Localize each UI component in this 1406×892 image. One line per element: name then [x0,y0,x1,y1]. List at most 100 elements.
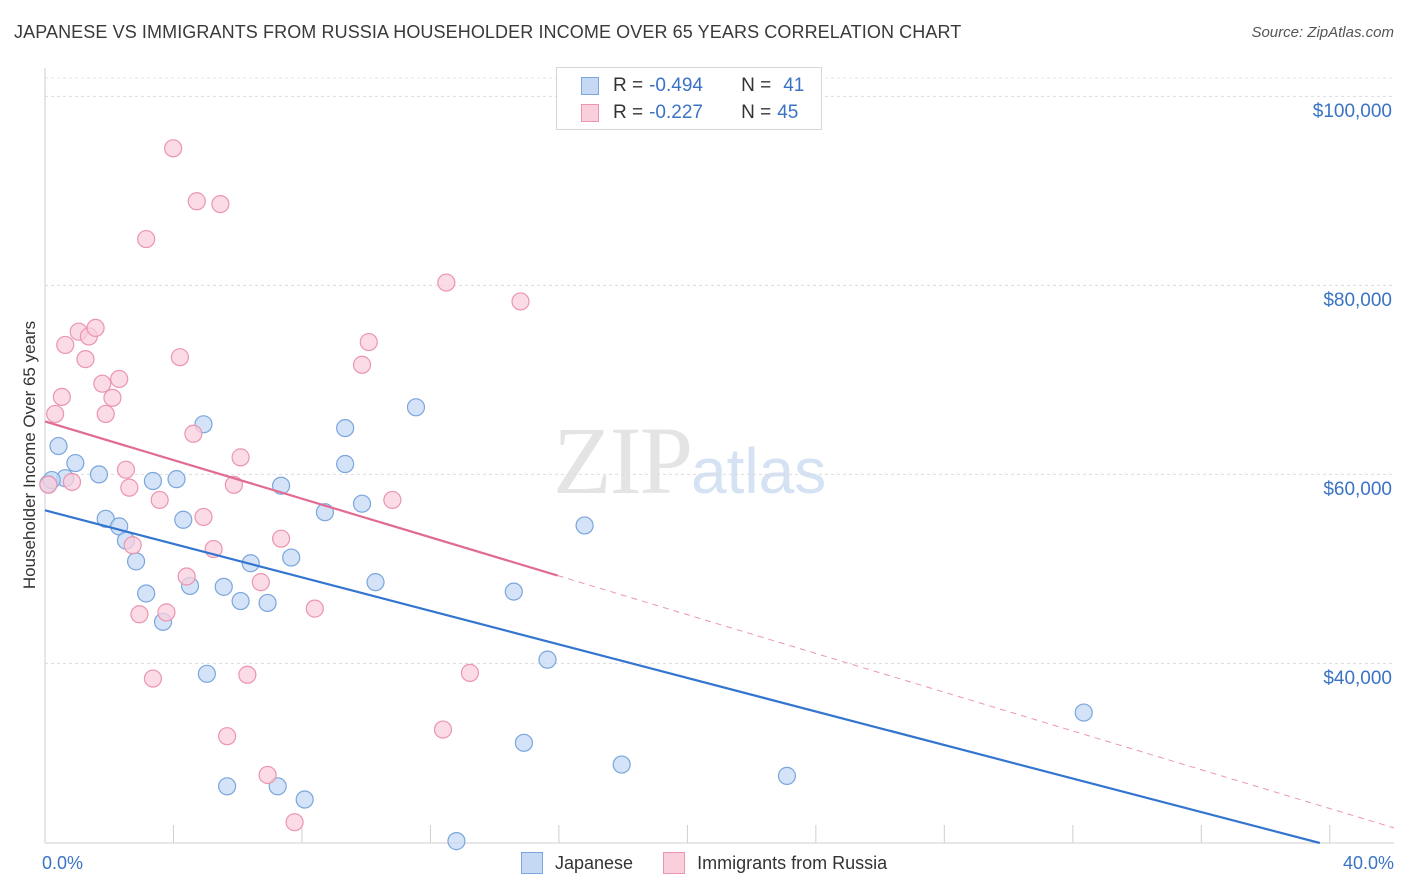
japanese-point [143,471,163,491]
japanese-point [268,777,287,796]
japanese-point [49,436,68,456]
r-label: R = [613,102,644,123]
japanese-point [174,510,193,529]
japanese-point [447,832,466,851]
russia-point [123,536,142,555]
watermark: ZIPatlas [553,405,826,516]
legend-label-japanese: Japanese [555,852,634,873]
russia-point [120,478,139,497]
russia-point [164,139,183,158]
bottom-legend: Japanese Immigrants from Russia [521,852,917,874]
japanese-point [514,733,533,752]
japanese-point [258,593,277,613]
russia-point [46,404,65,424]
y-tick-label: $80,000 [1323,290,1392,312]
japanese-trendline [44,509,1321,845]
japanese-point [218,777,237,796]
japanese-point [89,465,109,484]
y-axis-label: Householder Income Over 65 years [20,320,39,590]
japanese-point [406,398,426,417]
japanese-point [295,790,314,809]
n-label: N = [741,102,772,123]
x-tick-label-max: 40.0% [1342,853,1394,873]
russia-point [39,475,58,494]
watermark-atlas: atlas [691,435,827,507]
russia-point [285,813,304,832]
russia-point [143,669,163,688]
japanese-swatch [581,77,599,95]
russia-point [511,292,530,311]
legend-swatch-japanese [521,852,543,874]
japanese-point [352,494,372,513]
russia-point [251,573,270,592]
russia-point [56,335,75,355]
japanese-point [336,418,355,438]
russia-point [52,387,71,407]
stats-row-japanese: R = -0.494 N = 41 [581,73,804,99]
n-value: 41 [783,75,805,96]
russia-point [359,332,378,352]
japanese-point [336,454,355,474]
russia-point [194,507,213,527]
russia-point [433,720,453,739]
n-value: 45 [777,102,799,123]
japanese-point [777,766,797,785]
russia-point [130,605,149,624]
russia-point [437,273,456,292]
russia-point [137,229,156,249]
japanese-point [271,476,291,495]
russia-point [116,460,136,479]
stats-row-russia: R = -0.227 N = 45 [581,100,798,126]
r-label: R = [613,75,644,96]
japanese-point [126,552,146,571]
russia-point [211,194,230,214]
legend-label-russia: Immigrants from Russia [697,852,888,873]
russia-point [238,665,257,684]
stats-legend: R = -0.494 N = 41 R = -0.227 N = 45 [556,67,822,130]
japanese-point [282,548,301,567]
russia-point [96,404,115,424]
russia-point [187,192,206,211]
x-tick-label-min: 0.0% [42,853,84,873]
russia-point [305,599,324,618]
japanese-point [66,453,85,473]
russia-point [150,490,169,510]
russia-point [184,424,203,443]
japanese-point [167,470,186,489]
russia-point [383,490,402,510]
y-tick-label: $100,000 [1312,101,1392,123]
japanese-point [575,516,594,535]
y-tick-label: $40,000 [1323,668,1392,690]
russia-point [110,369,129,389]
japanese-point [231,591,250,611]
russia-point [218,727,237,746]
watermark-zip: ZIP [553,407,693,514]
russia-point [177,567,196,586]
legend-item-japanese: Japanese [521,852,633,874]
chart-title: JAPANESE VS IMMIGRANTS FROM RUSSIA HOUSE… [14,22,962,42]
r-value: -0.494 [649,75,703,96]
source-label: Source: ZipAtlas.com [1251,24,1394,41]
russia-swatch [581,104,599,122]
russia-trendline-extension [557,575,1395,829]
japanese-point [612,755,631,774]
y-tick-label: $60,000 [1323,479,1392,501]
japanese-point [1074,703,1093,722]
russia-point [460,663,480,682]
russia-point [258,765,277,785]
japanese-point [197,664,216,683]
japanese-point [214,577,233,596]
russia-trendline [44,420,558,577]
legend-swatch-russia [663,852,686,874]
russia-point [62,472,82,492]
r-value: -0.227 [649,102,703,123]
russia-point [352,355,372,374]
russia-point [271,529,291,548]
n-label: N = [741,75,772,96]
russia-point [103,388,122,407]
legend-item-russia: Immigrants from Russia [663,852,887,874]
russia-point [157,603,176,622]
japanese-point [538,650,557,669]
japanese-point [137,584,156,603]
